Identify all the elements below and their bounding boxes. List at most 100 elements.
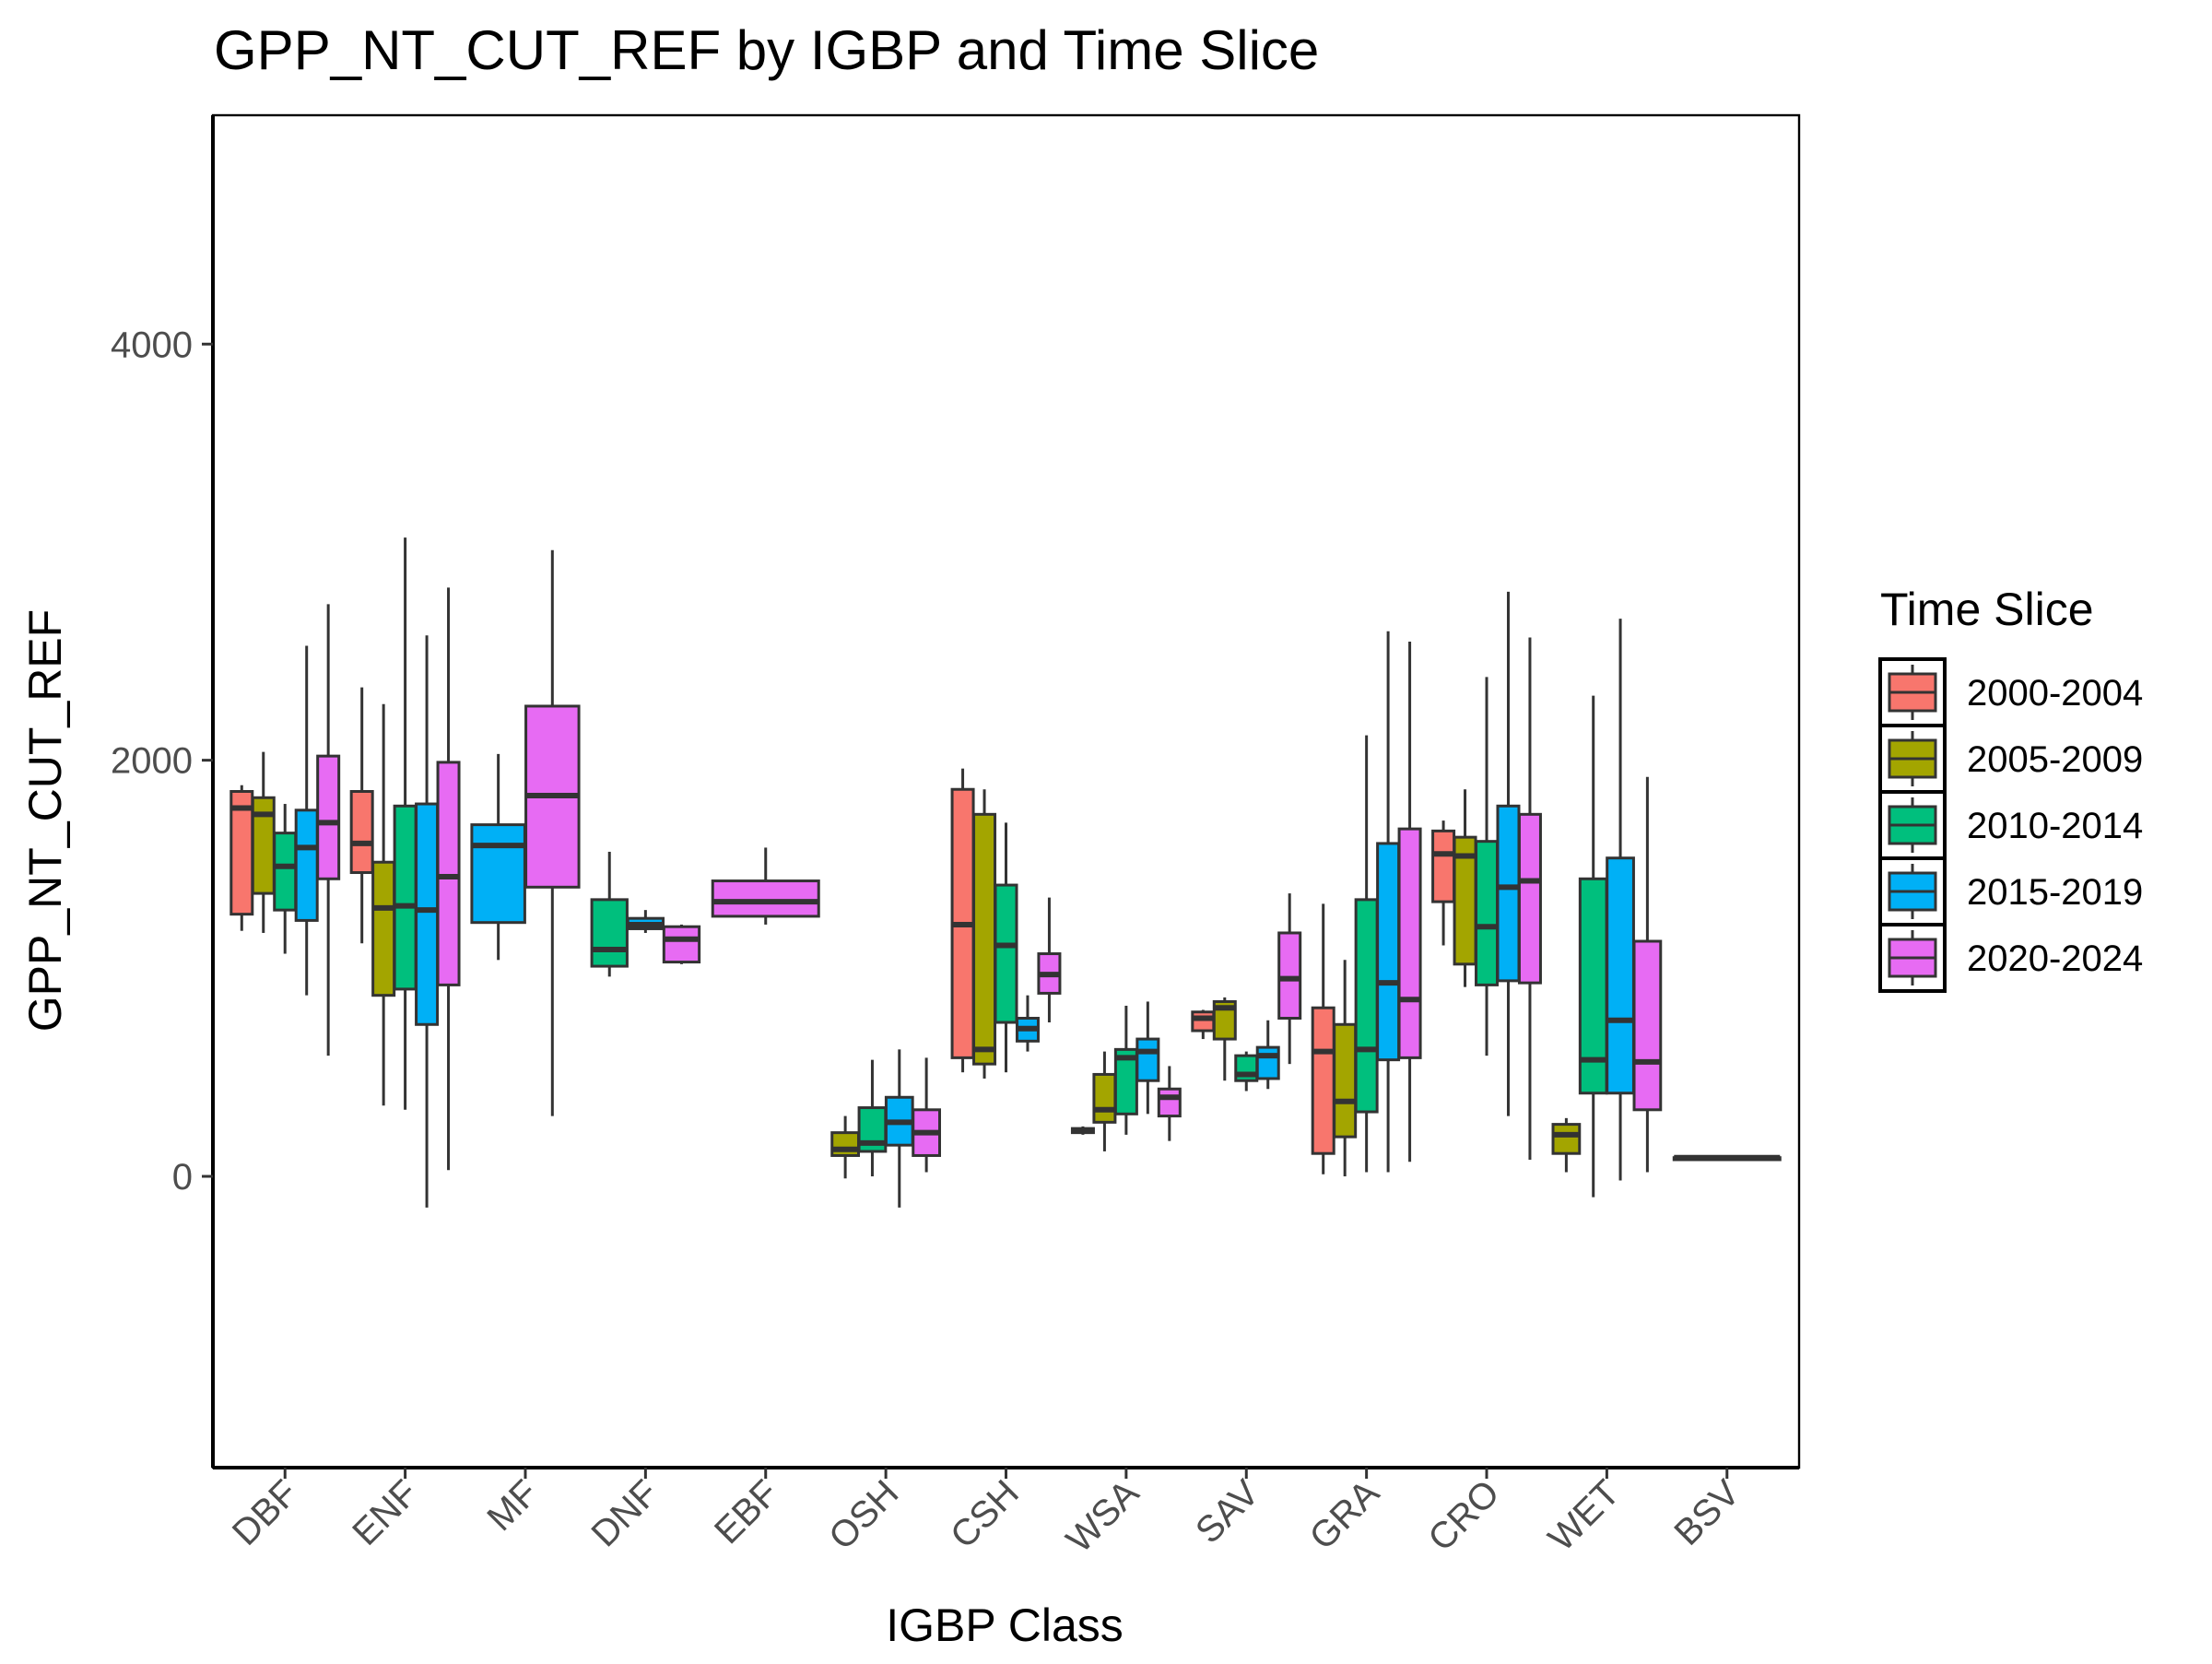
box-dbf-2010-2014 — [273, 804, 298, 954]
box-gra-2005-2009 — [1333, 960, 1358, 1177]
box-osh-2015-2019 — [884, 1049, 914, 1208]
box-body — [1354, 898, 1379, 1114]
box-body — [1255, 1045, 1280, 1080]
legend-item-2010-2014: 2010-2014 — [1878, 790, 2143, 860]
box-wet-2010-2014 — [1578, 695, 1608, 1198]
box-body — [1092, 1072, 1117, 1124]
box-csh-2010-2014 — [994, 822, 1018, 1073]
box-enf-2000-2004 — [349, 687, 374, 944]
box-cro-2020-2024 — [1517, 637, 1542, 1160]
box-ebf-2020-2024 — [711, 847, 820, 925]
box-body — [1212, 999, 1237, 1041]
legend-item-2015-2019: 2015-2019 — [1878, 856, 2143, 926]
box-cro-2015-2019 — [1496, 591, 1521, 1116]
box-body — [415, 802, 440, 1026]
box-body — [1311, 1006, 1335, 1155]
legend-title: Time Slice — [1880, 584, 2094, 635]
y-tick-label: 4000 — [111, 325, 193, 365]
box-dbf-2005-2009 — [251, 751, 276, 933]
y-tick-label: 2000 — [111, 741, 193, 782]
box-cro-2005-2009 — [1453, 789, 1477, 987]
box-body — [1157, 1087, 1182, 1118]
box-csh-2000-2004 — [950, 768, 975, 1073]
x-tick-label-sav: SAV — [1188, 1472, 1267, 1552]
box-body — [273, 832, 298, 912]
box-body — [1431, 829, 1456, 903]
x-tick-label-ebf: EBF — [707, 1472, 786, 1552]
box-body — [1333, 1022, 1358, 1139]
x-tick-label-osh: OSH — [821, 1472, 906, 1557]
box-body — [830, 1131, 860, 1157]
box-cro-2010-2014 — [1475, 677, 1500, 1056]
box-wet-2020-2024 — [1632, 776, 1663, 1173]
x-tick-label-csh: CSH — [943, 1472, 1027, 1556]
box-sav-2020-2024 — [1277, 893, 1302, 1065]
box-body — [294, 808, 319, 922]
chart-title: GPP_NT_CUT_REF by IGBP and Time Slice — [214, 19, 1319, 81]
box-body — [1376, 842, 1401, 1062]
x-tick-label-enf: ENF — [345, 1472, 426, 1553]
box-dbf-2020-2024 — [316, 604, 341, 1056]
box-body — [1397, 827, 1422, 1059]
box-wsa-2005-2009 — [1092, 1051, 1117, 1151]
box-mf-2020-2024 — [524, 549, 581, 1116]
box-dbf-2000-2004 — [229, 785, 254, 931]
box-sav-2000-2004 — [1191, 1009, 1216, 1040]
box-mf-2015-2019 — [470, 753, 526, 961]
box-osh-2010-2014 — [857, 1059, 888, 1177]
box-wsa-2020-2024 — [1157, 1066, 1182, 1141]
x-tick-label-dbf: DBF — [225, 1472, 306, 1553]
box-gra-2015-2019 — [1376, 631, 1401, 1173]
box-body — [1551, 1123, 1582, 1155]
box-body — [393, 804, 418, 991]
x-tick-label-gra: GRA — [1302, 1472, 1388, 1558]
box-body — [470, 823, 526, 925]
box-dbf-2015-2019 — [294, 645, 319, 996]
box-wsa-2010-2014 — [1113, 1005, 1138, 1135]
legend-label: 2000-2004 — [1967, 673, 2143, 714]
legend-label: 2020-2024 — [1967, 938, 2143, 979]
x-tick-label-bsv: BSV — [1666, 1472, 1747, 1553]
box-body — [1191, 1010, 1216, 1033]
legend-label: 2010-2014 — [1967, 806, 2143, 846]
box-body — [316, 754, 341, 880]
box-body — [662, 925, 701, 964]
box-body — [1277, 931, 1302, 1021]
legend: 2000-2004 2005-2009 2010-2014 2015-2019 2020… — [1878, 657, 2143, 993]
box-sav-2010-2014 — [1234, 1051, 1259, 1092]
box-enf-2020-2024 — [436, 587, 461, 1171]
x-tick-label-dnf: DNF — [583, 1472, 665, 1554]
x-axis-label: IGBP Class — [886, 1599, 1124, 1651]
box-body — [590, 898, 629, 968]
plot-area: 0 2000 4000 DBF ENF MF DNF EBF OSH CSH WSA SAV GRA CR… — [111, 113, 1801, 1561]
box-body — [1475, 840, 1500, 986]
box-body — [972, 812, 997, 1066]
box-csh-2020-2024 — [1037, 897, 1062, 1023]
box-wsa-2000-2004 — [1070, 1126, 1095, 1135]
box-body — [349, 790, 374, 875]
box-dnf-2020-2024 — [662, 924, 701, 964]
box-body — [1517, 812, 1542, 985]
box-gra-2020-2024 — [1397, 642, 1422, 1162]
box-sav-2015-2019 — [1255, 1020, 1280, 1090]
legend-item-2020-2024: 2020-2024 — [1878, 923, 2143, 993]
box-body — [436, 761, 461, 986]
box-osh-2020-2024 — [912, 1057, 941, 1173]
box-body — [371, 860, 396, 997]
legend-label: 2005-2009 — [1967, 739, 2143, 780]
box-body — [1632, 939, 1663, 1112]
box-bsv-2020-2024 — [1672, 1154, 1782, 1162]
box-gra-2010-2014 — [1354, 735, 1379, 1173]
box-cro-2000-2004 — [1431, 820, 1456, 946]
legend-label: 2015-2019 — [1967, 872, 2143, 913]
x-tick-label-wsa: WSA — [1059, 1472, 1147, 1561]
box-enf-2015-2019 — [415, 635, 440, 1208]
box-dnf-2015-2019 — [626, 910, 665, 933]
box-body — [711, 879, 820, 918]
box-body — [994, 883, 1018, 1024]
box-wet-2015-2019 — [1606, 619, 1635, 1181]
legend-item-2000-2004: 2000-2004 — [1878, 657, 2143, 727]
box-gra-2000-2004 — [1311, 903, 1335, 1174]
